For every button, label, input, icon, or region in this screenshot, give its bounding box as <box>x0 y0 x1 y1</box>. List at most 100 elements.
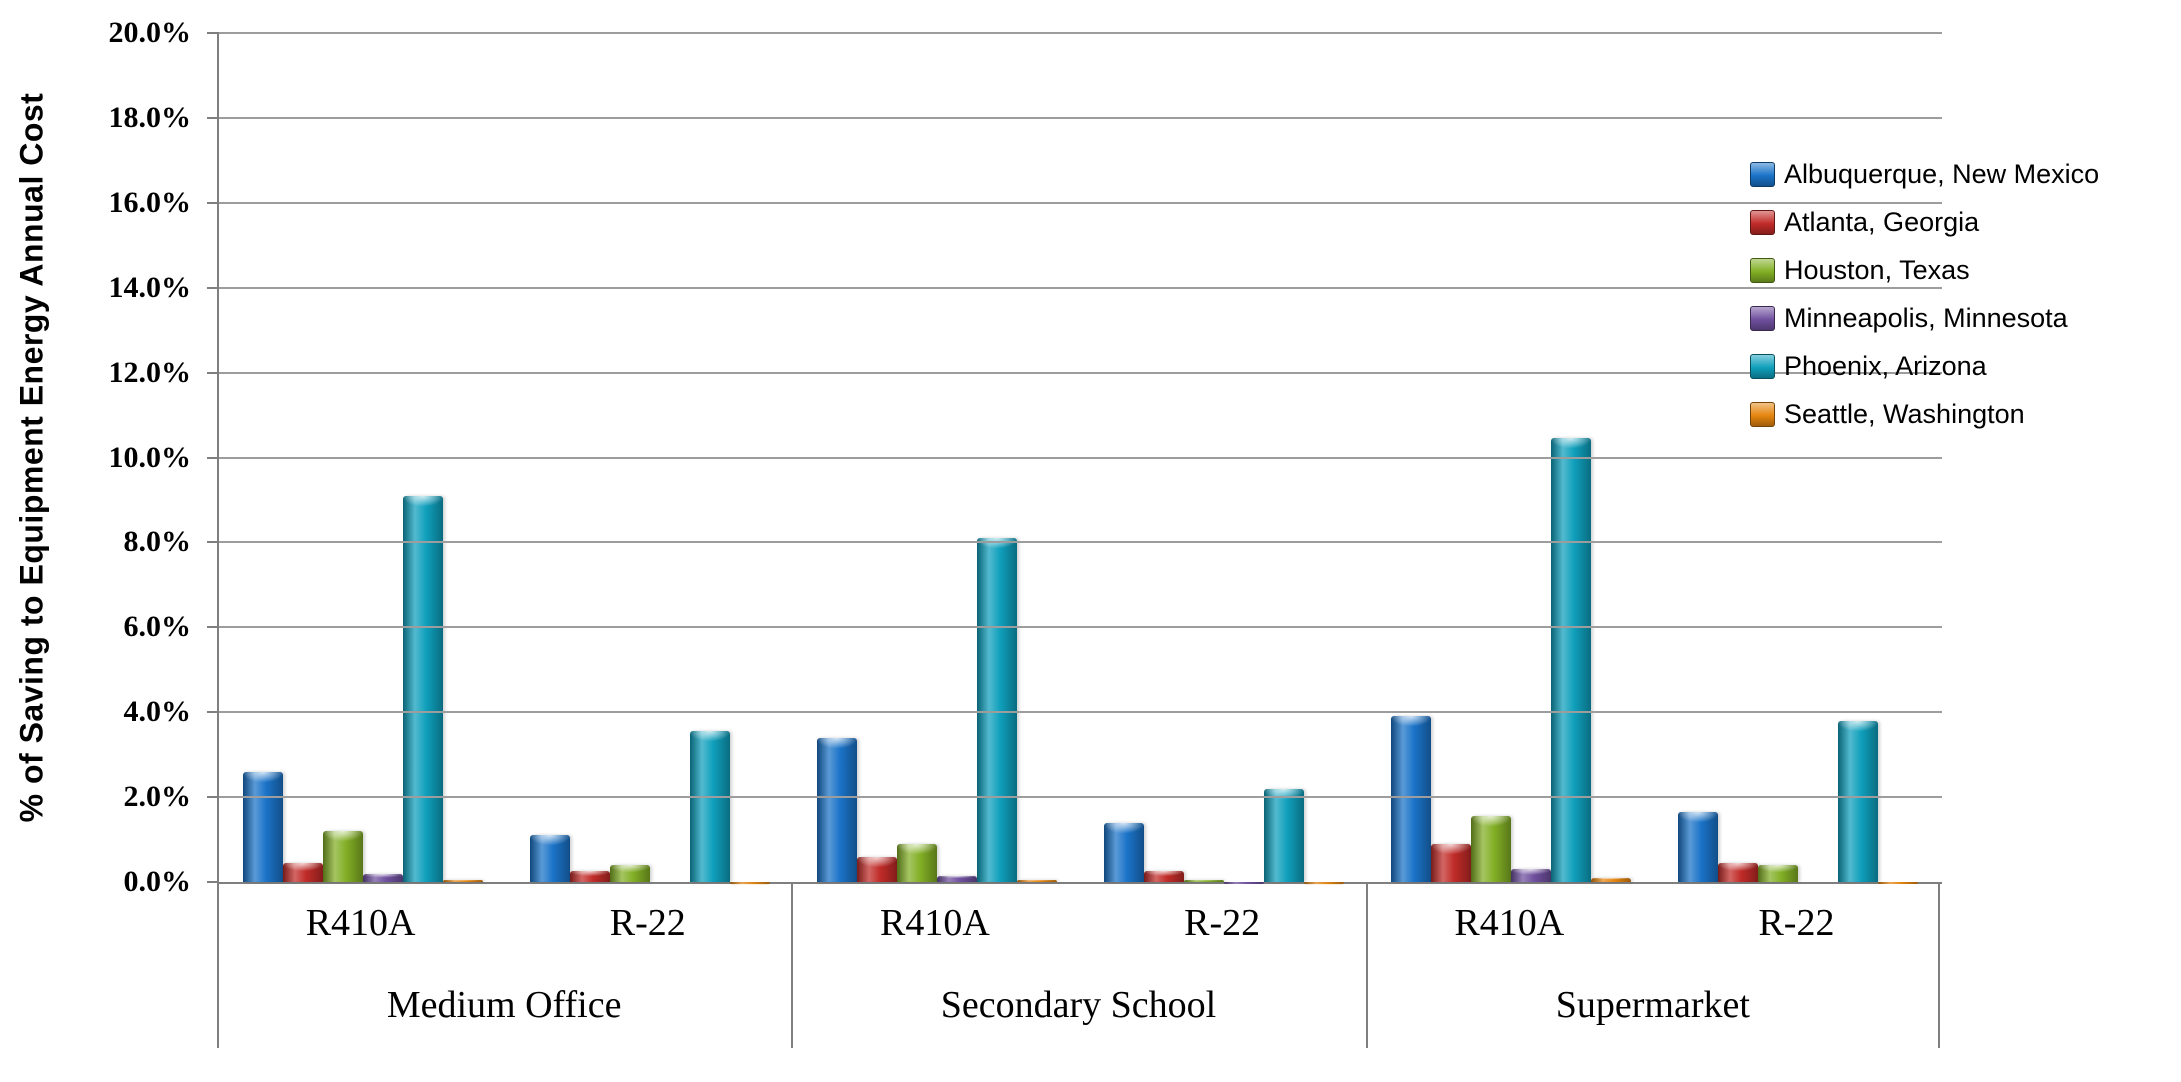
y-axis-tick-mark <box>207 201 219 204</box>
y-axis-tick-mark <box>207 881 219 883</box>
bar <box>282 862 323 882</box>
gridline <box>219 456 1942 459</box>
legend-item: Albuquerque, New Mexico <box>1750 150 2099 198</box>
bar <box>729 882 770 885</box>
legend: Albuquerque, New Mexico Atlanta, Georgia H… <box>1750 150 2099 438</box>
y-tick-label: 2.0% <box>123 780 192 814</box>
bar <box>1471 816 1512 882</box>
y-axis-tick-mark <box>207 371 219 374</box>
bar <box>1511 869 1552 882</box>
y-tick-label: 16.0% <box>108 185 192 219</box>
gridline <box>219 541 1942 544</box>
y-tick-label: 12.0% <box>108 355 192 389</box>
refrigerant-cluster <box>219 33 506 882</box>
refrigerant-label-cell: R-22 <box>1079 884 1366 962</box>
bar <box>1144 871 1185 882</box>
legend-swatch-icon <box>1750 305 1775 331</box>
refrigerant-label: R410A <box>880 902 990 944</box>
refrigerant-label-row: R410A R-22 R410A R-22 R410A R-22 <box>217 884 1940 962</box>
bar <box>322 831 363 882</box>
refrigerant-label: R410A <box>1454 902 1565 944</box>
y-axis-tick-mark <box>207 32 219 34</box>
bar <box>609 865 650 882</box>
gridline <box>219 286 1942 289</box>
refrigerant-label: R410A <box>305 902 416 944</box>
refrigerant-label-cell: R410A <box>1366 884 1653 962</box>
legend-label: Albuquerque, New Mexico <box>1784 158 2100 189</box>
bar <box>1264 788 1305 882</box>
building-label-row: Medium Office Secondary School Supermarket <box>217 962 1940 1048</box>
y-tick-label: 8.0% <box>123 525 192 559</box>
legend-item: Minneapolis, Minnesota <box>1750 294 2099 342</box>
bar <box>1838 720 1879 882</box>
bar <box>856 856 897 882</box>
y-tick-label: 6.0% <box>123 610 192 644</box>
x-axis: R410A R-22 R410A R-22 R410A R-22 Medium Offic… <box>217 884 1940 1048</box>
category-divider-line <box>217 884 219 1048</box>
refrigerant-label-cell: R410A <box>791 884 1078 962</box>
y-axis-tick-mark <box>207 286 219 289</box>
legend-label: Atlanta, Georgia <box>1784 206 1980 237</box>
y-axis-tick-mark <box>207 116 219 119</box>
bar <box>896 843 937 882</box>
building-label: Supermarket <box>1555 984 1750 1026</box>
bar <box>1718 862 1759 882</box>
building-label: Medium Office <box>386 984 622 1026</box>
bar <box>1878 882 1919 884</box>
gridline <box>219 371 1942 374</box>
bar <box>529 835 570 882</box>
y-tick-label: 10.0% <box>108 440 192 474</box>
building-group <box>219 33 793 885</box>
legend-item: Phoenix, Arizona <box>1750 342 2099 390</box>
plot-area <box>207 32 1942 885</box>
bar <box>1184 879 1225 882</box>
legend-label: Phoenix, Arizona <box>1784 350 1987 381</box>
y-tick-label: 18.0% <box>108 100 192 134</box>
bar <box>976 538 1017 882</box>
bar <box>1304 882 1345 885</box>
bar <box>242 771 283 882</box>
refrigerant-label: R-22 <box>609 902 686 944</box>
building-group <box>1368 33 1942 884</box>
bar <box>402 495 443 882</box>
y-tick-label: 20.0% <box>108 16 192 49</box>
bar <box>1591 877 1632 882</box>
bar <box>1551 438 1592 882</box>
refrigerant-label: R-22 <box>1758 902 1835 944</box>
bars-layer <box>219 33 1942 885</box>
bar <box>816 737 857 882</box>
y-axis-tick-mark <box>207 456 219 459</box>
bar <box>1758 865 1799 882</box>
bar <box>569 871 610 882</box>
refrigerant-cluster <box>506 33 793 885</box>
bar <box>1104 822 1145 882</box>
y-tick-label: 14.0% <box>108 270 192 304</box>
gridline <box>219 626 1942 629</box>
gridline <box>219 32 1942 34</box>
legend-label: Houston, Texas <box>1784 254 1970 285</box>
legend-label: Seattle, Washington <box>1784 398 2025 429</box>
bar <box>1224 882 1265 884</box>
refrigerant-label-cell: R-22 <box>1653 884 1940 962</box>
legend-item: Atlanta, Georgia <box>1750 198 2099 246</box>
legend-item: Seattle, Washington <box>1750 390 2099 438</box>
legend-swatch-icon <box>1750 257 1775 283</box>
y-axis-tick-labels: 20.0% 18.0% 16.0% 14.0% 12.0% 10.0% 8.0% 6.0% 4.… <box>0 16 205 898</box>
y-axis-tick-mark <box>207 626 219 629</box>
legend-swatch-icon <box>1750 401 1775 427</box>
refrigerant-label-cell: R-22 <box>504 884 791 962</box>
gridline <box>219 116 1942 119</box>
y-axis-tick-mark <box>207 796 219 799</box>
category-divider-line <box>1365 884 1368 1048</box>
y-tick-label: 4.0% <box>123 695 192 729</box>
bar <box>1431 843 1472 882</box>
bar <box>1016 879 1057 882</box>
refrigerant-cluster <box>1368 33 1655 882</box>
bar <box>936 875 977 882</box>
building-label-cell: Supermarket <box>1366 962 1940 1048</box>
bar <box>442 879 483 882</box>
legend-item: Houston, Texas <box>1750 246 2099 294</box>
legend-label: Minneapolis, Minnesota <box>1784 302 2068 333</box>
legend-swatch-icon <box>1750 353 1775 379</box>
